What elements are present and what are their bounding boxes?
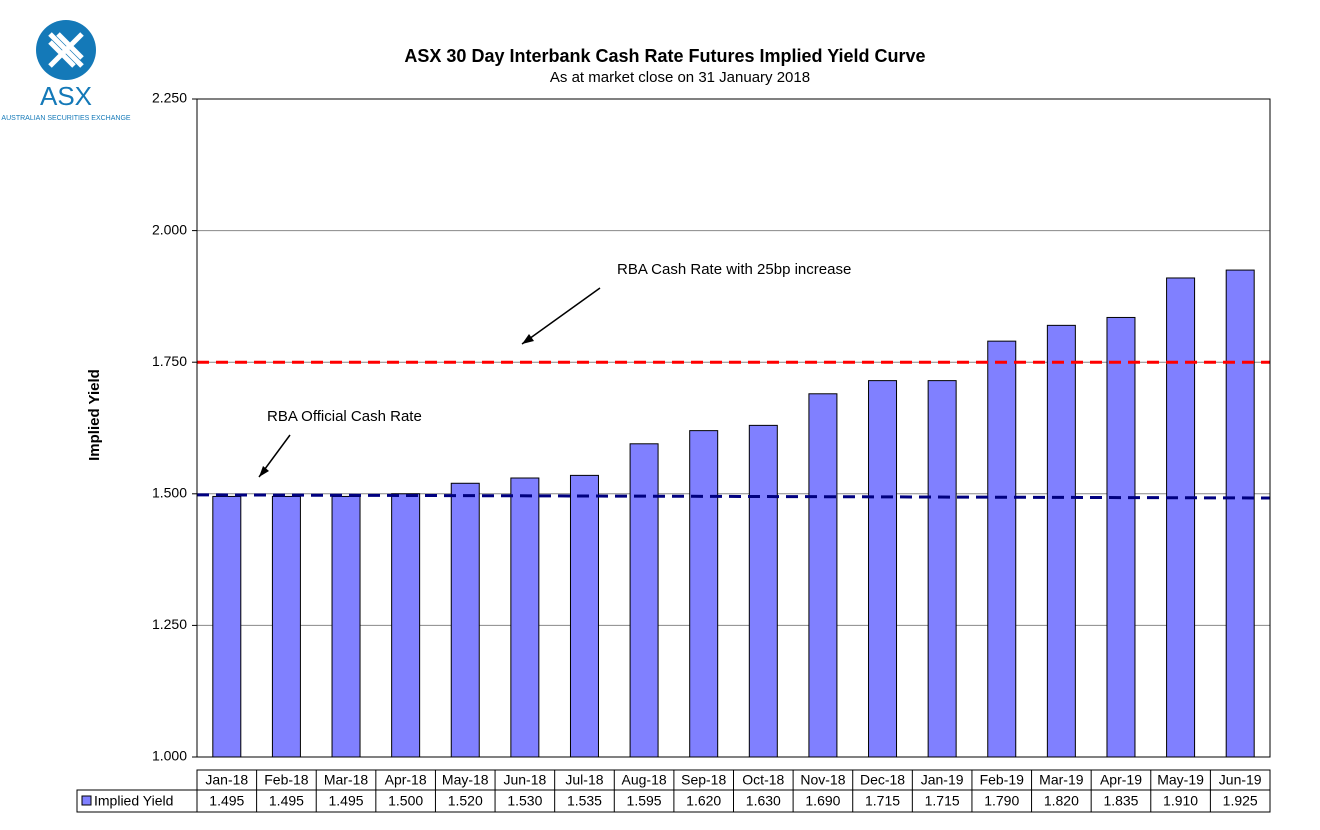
value-label: 1.835 <box>1103 793 1138 809</box>
y-tick-label: 2.250 <box>152 90 187 106</box>
annotation-arrow <box>521 287 601 345</box>
x-tick-label: Apr-18 <box>385 772 427 788</box>
value-label: 1.535 <box>567 793 602 809</box>
x-tick-label: Jul-18 <box>565 772 603 788</box>
value-label: 1.715 <box>925 793 960 809</box>
bar <box>450 482 480 758</box>
bar <box>689 430 719 758</box>
chart-title: ASX 30 Day Interbank Cash Rate Futures I… <box>404 46 925 66</box>
bar <box>808 393 838 758</box>
annotation: RBA Cash Rate with 25bp increase <box>617 261 851 278</box>
arrow-head <box>522 334 534 344</box>
bar <box>1106 316 1136 758</box>
logo-subtitle: AUSTRALIAN SECURITIES EXCHANGE <box>1 115 130 122</box>
value-label: 1.630 <box>746 793 781 809</box>
x-tick-label: May-19 <box>1157 772 1204 788</box>
value-label: 1.620 <box>686 793 721 809</box>
x-tick-label: Aug-18 <box>622 772 667 788</box>
y-tick-label: 1.750 <box>152 353 187 369</box>
annotation: RBA Official Cash Rate <box>267 408 422 425</box>
bar <box>868 380 898 758</box>
x-tick-label: Dec-18 <box>860 772 905 788</box>
value-label: 1.495 <box>329 793 364 809</box>
logo-icon <box>48 32 84 68</box>
value-label: 1.715 <box>865 793 900 809</box>
bar <box>927 380 957 758</box>
x-tick-label: Jan-18 <box>205 772 248 788</box>
reference-line <box>196 493 1271 500</box>
x-tick-label: Jun-18 <box>503 772 546 788</box>
y-tick-label: 1.000 <box>152 748 187 764</box>
value-label: 1.530 <box>507 793 542 809</box>
x-tick-label: Nov-18 <box>800 772 845 788</box>
y-tick-label: 2.000 <box>152 221 187 237</box>
value-label: 1.495 <box>209 793 244 809</box>
value-label: 1.690 <box>805 793 840 809</box>
value-label: 1.790 <box>984 793 1019 809</box>
plot-border <box>196 98 1271 758</box>
value-label: 1.910 <box>1163 793 1198 809</box>
bar <box>271 495 301 758</box>
bar <box>510 477 540 758</box>
x-tick-label: Mar-19 <box>1039 772 1084 788</box>
x-tick-label: Oct-18 <box>742 772 784 788</box>
value-label: 1.925 <box>1223 793 1258 809</box>
bar <box>748 424 778 758</box>
table-border <box>76 789 198 813</box>
bar <box>391 493 421 758</box>
chart-subtitle: As at market close on 31 January 2018 <box>550 69 810 86</box>
y-tick-label: 1.500 <box>152 485 187 501</box>
value-label: 1.820 <box>1044 793 1079 809</box>
x-tick-label: Jun-19 <box>1219 772 1262 788</box>
x-tick-label: Apr-19 <box>1100 772 1142 788</box>
x-tick-label: Sep-18 <box>681 772 726 788</box>
value-label: 1.520 <box>448 793 483 809</box>
logo-name: ASX <box>40 81 92 111</box>
bar <box>1225 269 1255 758</box>
x-tick-label: Feb-18 <box>264 772 309 788</box>
legend-label: Implied Yield <box>94 793 173 809</box>
bar <box>331 495 361 758</box>
y-axis-label: Implied Yield <box>86 369 103 461</box>
bar <box>569 474 599 758</box>
x-tick-label: Mar-18 <box>324 772 369 788</box>
legend-swatch <box>81 795 92 806</box>
y-tick-label: 1.250 <box>152 616 187 632</box>
value-label: 1.500 <box>388 793 423 809</box>
bar <box>629 443 659 758</box>
value-label: 1.495 <box>269 793 304 809</box>
bar <box>1166 277 1196 758</box>
x-tick-label: May-18 <box>442 772 489 788</box>
x-tick-label: Feb-19 <box>980 772 1025 788</box>
bar <box>1046 324 1076 758</box>
bar <box>987 340 1017 758</box>
x-tick-label: Jan-19 <box>921 772 964 788</box>
bar <box>212 495 242 758</box>
value-label: 1.595 <box>627 793 662 809</box>
arrow-head <box>259 466 269 477</box>
